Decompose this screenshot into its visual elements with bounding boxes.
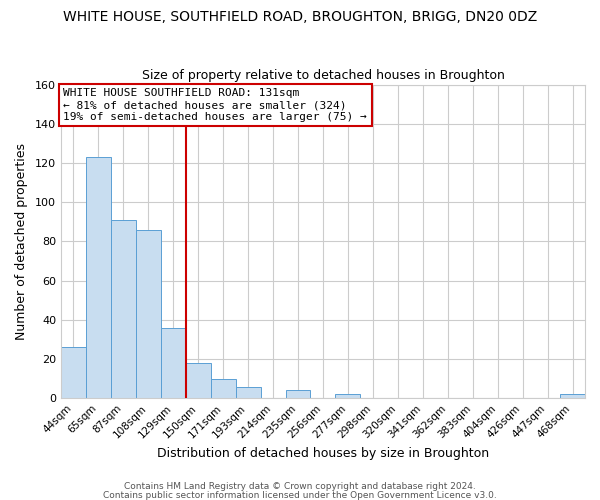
Bar xyxy=(86,157,111,398)
X-axis label: Distribution of detached houses by size in Broughton: Distribution of detached houses by size … xyxy=(157,447,489,460)
Bar xyxy=(211,378,236,398)
Bar xyxy=(61,348,86,399)
Bar xyxy=(111,220,136,398)
Text: WHITE HOUSE, SOUTHFIELD ROAD, BROUGHTON, BRIGG, DN20 0DZ: WHITE HOUSE, SOUTHFIELD ROAD, BROUGHTON,… xyxy=(63,10,537,24)
Bar xyxy=(335,394,361,398)
Bar xyxy=(286,390,310,398)
Bar xyxy=(236,386,260,398)
Title: Size of property relative to detached houses in Broughton: Size of property relative to detached ho… xyxy=(142,69,505,82)
Bar xyxy=(186,363,211,398)
Bar xyxy=(161,328,186,398)
Bar xyxy=(136,230,161,398)
Text: Contains HM Land Registry data © Crown copyright and database right 2024.: Contains HM Land Registry data © Crown c… xyxy=(124,482,476,491)
Text: WHITE HOUSE SOUTHFIELD ROAD: 131sqm
← 81% of detached houses are smaller (324)
1: WHITE HOUSE SOUTHFIELD ROAD: 131sqm ← 81… xyxy=(64,88,367,122)
Y-axis label: Number of detached properties: Number of detached properties xyxy=(15,143,28,340)
Text: Contains public sector information licensed under the Open Government Licence v3: Contains public sector information licen… xyxy=(103,490,497,500)
Bar xyxy=(560,394,585,398)
